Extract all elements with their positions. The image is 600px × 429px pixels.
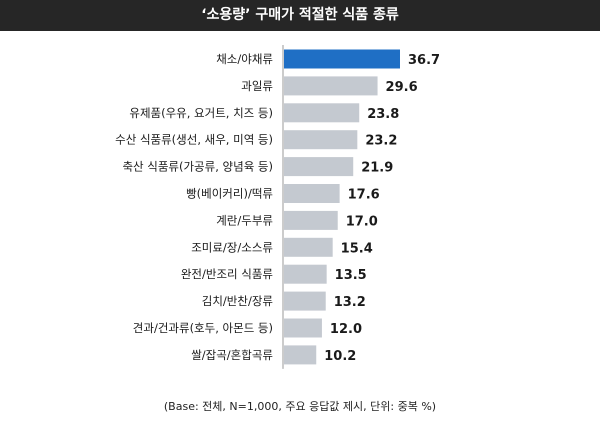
bar xyxy=(284,157,354,177)
category-label: 유제품(우유, 요거트, 치즈 등) xyxy=(129,106,273,120)
chart-title: ‘소용량’ 구매가 적절한 식품 종류 xyxy=(0,0,600,31)
bar xyxy=(284,291,326,311)
category-label: 수산 식품류(생선, 새우, 미역 등) xyxy=(115,133,273,147)
value-label: 21.9 xyxy=(361,161,393,176)
value-label: 23.8 xyxy=(367,107,399,122)
category-label: 쌀/잡곡/혼합곡류 xyxy=(191,348,273,362)
category-label: 축산 식품류(가공류, 양념육 등) xyxy=(122,160,273,174)
bar xyxy=(284,184,340,203)
category-label: 김치/반찬/장류 xyxy=(202,294,273,308)
value-label: 23.2 xyxy=(365,134,397,149)
bar xyxy=(284,49,400,69)
value-label: 13.5 xyxy=(335,268,367,283)
bar xyxy=(284,345,317,365)
value-label: 10.2 xyxy=(324,349,356,364)
bar xyxy=(284,130,358,150)
value-label: 13.2 xyxy=(334,295,366,310)
value-label: 15.4 xyxy=(341,241,373,256)
footnote: (Base: 전체, N=1,000, 주요 응답값 제시, 단위: 중복 %) xyxy=(163,400,437,413)
value-label: 17.0 xyxy=(346,214,378,229)
category-label: 견과/건과류(호두, 아몬드 등) xyxy=(133,321,273,335)
bar-chart: 채소/야채류 36.7 과일류 29.6 유제품(우유, 요거트, 치즈 등) 23.8 수… xyxy=(115,45,440,369)
category-label: 완전/반조리 식품류 xyxy=(181,267,273,281)
bar xyxy=(284,318,322,338)
category-label: 과일류 xyxy=(241,79,273,93)
bar xyxy=(284,76,378,96)
category-label: 조미료/장/소스류 xyxy=(191,240,273,254)
value-label: 36.7 xyxy=(408,53,440,68)
category-label: 계란/두부류 xyxy=(216,213,273,227)
category-label: 빵(베이커리)/떡류 xyxy=(186,187,273,201)
category-label: 채소/야채류 xyxy=(216,52,273,66)
bar xyxy=(284,264,327,284)
bar xyxy=(284,103,360,123)
bar xyxy=(284,237,333,257)
value-label: 29.6 xyxy=(386,80,418,95)
value-label: 12.0 xyxy=(330,322,362,337)
bar xyxy=(284,210,338,230)
value-label: 17.6 xyxy=(348,188,380,203)
